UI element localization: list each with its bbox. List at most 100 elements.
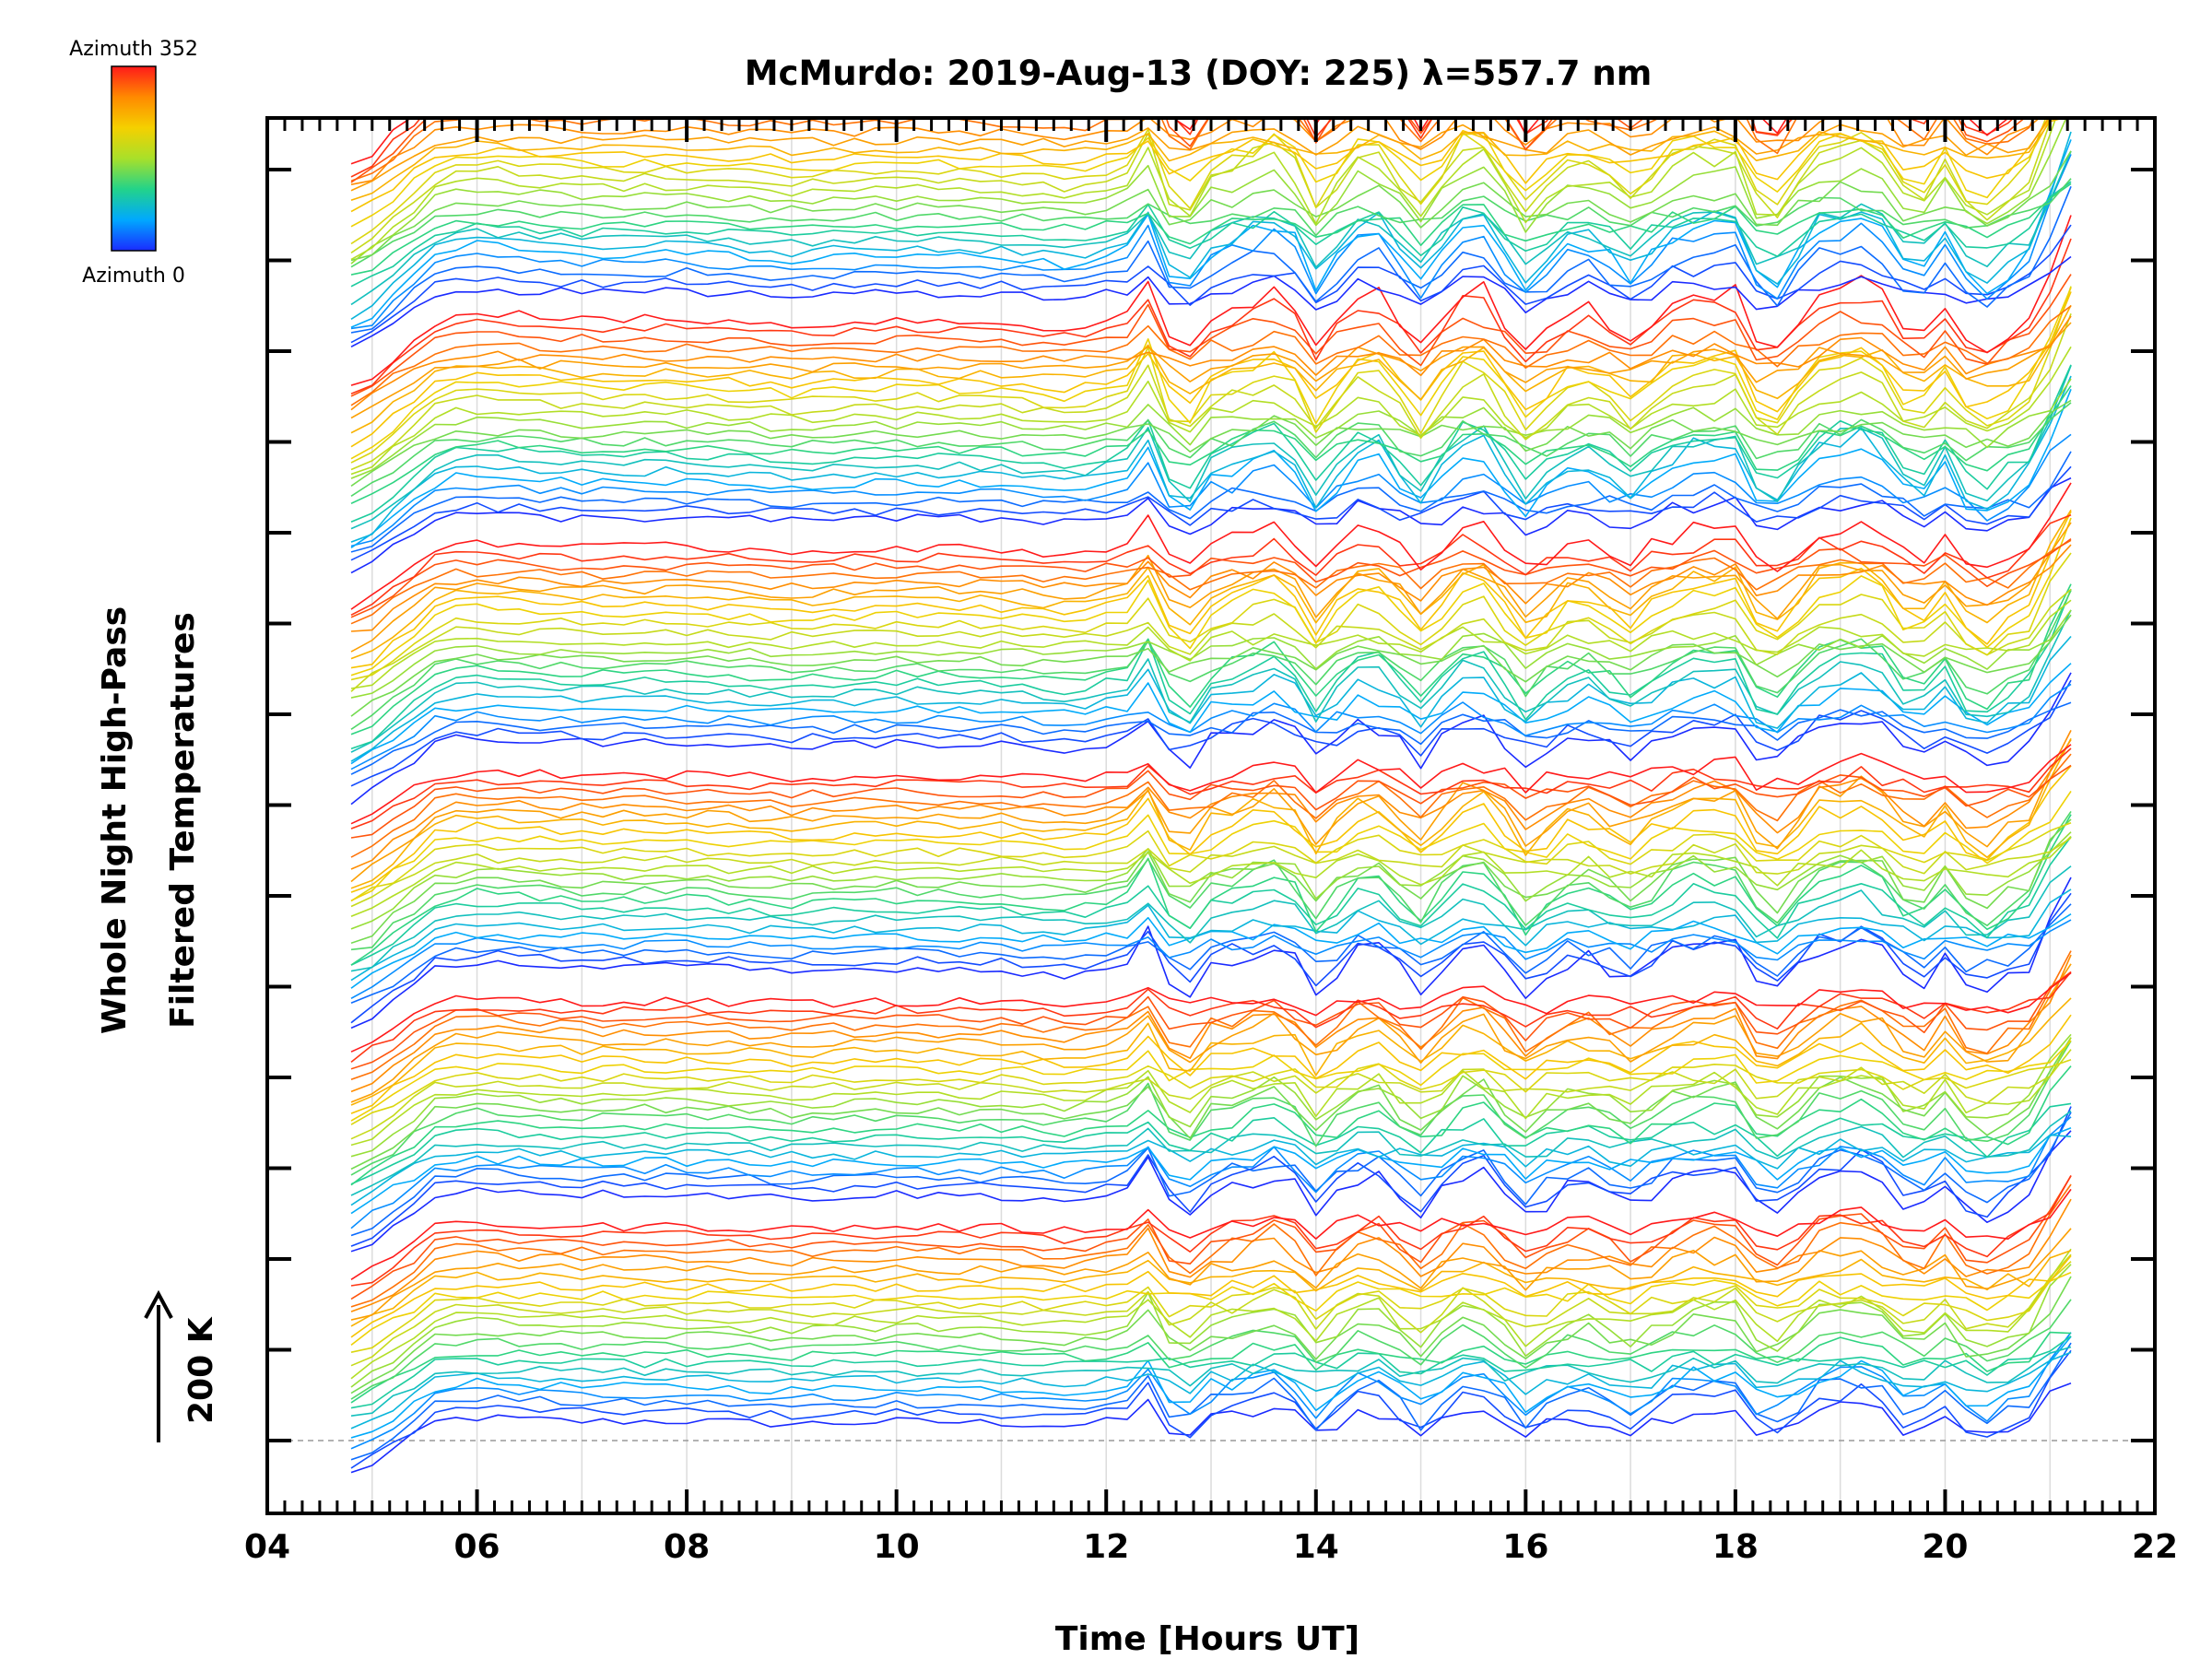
series-line	[350, 305, 2072, 406]
series-line	[350, 744, 2072, 825]
series-line	[350, 1126, 2072, 1215]
series-line	[350, 1130, 2072, 1253]
series-line	[350, 672, 2072, 806]
series-line	[350, 888, 2072, 982]
series-line	[350, 753, 2072, 858]
series-line	[350, 1254, 2072, 1338]
series-line	[350, 1049, 2072, 1140]
series-line	[350, 1351, 2072, 1430]
series-line	[350, 511, 2072, 669]
series-line	[350, 477, 2072, 574]
series-line	[350, 913, 2072, 989]
series-line	[350, 790, 2072, 901]
series-line	[350, 154, 2072, 330]
scale-bar-label: 200 K	[182, 1316, 220, 1424]
series-line	[350, 1134, 2072, 1206]
series-line	[350, 304, 2072, 434]
series-line	[350, 118, 2009, 165]
series-line	[350, 919, 2072, 1000]
series-line	[350, 835, 2072, 918]
series-line	[350, 1342, 2072, 1461]
series-line	[350, 1331, 2072, 1404]
series-line	[350, 1037, 2072, 1147]
x-tick-label: 22	[2132, 1528, 2178, 1566]
series-line	[350, 315, 2072, 411]
series-line	[350, 552, 2072, 681]
series-line	[350, 181, 2072, 288]
series-line	[350, 663, 2072, 765]
axis-ticks	[265, 118, 2157, 1513]
series-line	[350, 1058, 2072, 1125]
series-line	[350, 1271, 2072, 1347]
series-line	[350, 509, 2072, 660]
y-axis-label: Whole Night High-Pass Filtered Temperatu…	[96, 606, 202, 1034]
series-line	[350, 831, 2072, 930]
series-line	[350, 118, 2047, 245]
series-line	[350, 971, 2072, 1064]
series-line	[350, 1198, 2072, 1312]
series-line	[350, 1346, 2072, 1417]
series-line	[350, 118, 2052, 213]
series-line	[350, 433, 2072, 547]
series-line	[350, 892, 2072, 1024]
series-line	[350, 514, 2072, 617]
series-line	[350, 215, 2072, 386]
series-line	[350, 1183, 2072, 1308]
series-line	[350, 322, 2072, 419]
series-line	[350, 1033, 2072, 1158]
series-line	[350, 1110, 2072, 1196]
series-line	[350, 865, 2072, 972]
x-tick-label: 14	[1293, 1528, 1339, 1566]
series-line	[350, 679, 2072, 787]
series-line	[350, 877, 2072, 1030]
series-line	[350, 1250, 2072, 1327]
series-line	[350, 588, 2072, 750]
series-line	[350, 963, 2072, 1103]
series-line	[350, 950, 2072, 1080]
traces	[350, 118, 2072, 1474]
y-axis-label-line-1: Whole Night High-Pass	[96, 606, 134, 1034]
series-line	[350, 522, 2072, 653]
series-line	[350, 291, 2072, 448]
series-line	[350, 1175, 2072, 1300]
series-line	[350, 810, 2072, 951]
series-line	[350, 821, 2072, 902]
series-line	[350, 1261, 2072, 1353]
x-tick-label: 08	[664, 1528, 710, 1566]
series-line	[350, 1102, 2072, 1185]
series-line	[350, 837, 2072, 908]
series-line	[350, 224, 2072, 344]
series-line	[350, 814, 2072, 966]
series-line	[350, 1299, 2072, 1400]
series-line	[350, 588, 2072, 692]
scale-bar: 200 K	[144, 1289, 220, 1442]
series-line	[350, 1116, 2072, 1230]
series-line	[350, 1332, 2072, 1450]
series-line	[350, 997, 2072, 1106]
series-line	[350, 614, 2072, 717]
series-line	[350, 1253, 2072, 1367]
series-line	[350, 1276, 2072, 1394]
series-line	[350, 1040, 2072, 1122]
series-line	[350, 399, 2072, 488]
x-tick-label: 20	[1922, 1528, 1968, 1566]
x-tick-label: 18	[1712, 1528, 1759, 1566]
colorbar-top-label: Azimuth 352	[69, 38, 198, 61]
series-line	[350, 451, 2072, 553]
series-line	[350, 971, 2072, 1053]
series-line	[350, 182, 2072, 276]
series-line	[350, 378, 2072, 479]
series-line	[350, 255, 2072, 348]
series-line	[350, 1037, 2072, 1171]
series-line	[350, 1112, 2072, 1237]
series-line	[350, 1106, 2072, 1247]
series-line	[350, 517, 2072, 677]
chart-title: McMurdo: 2019-Aug-13 (DOY: 225) λ=557.7 …	[745, 53, 1653, 93]
series-line	[350, 1264, 2072, 1388]
series-line	[350, 609, 2072, 753]
series-line	[350, 683, 2072, 771]
series-line	[350, 544, 2072, 632]
series-line	[350, 150, 2072, 262]
series-line	[350, 118, 2052, 228]
